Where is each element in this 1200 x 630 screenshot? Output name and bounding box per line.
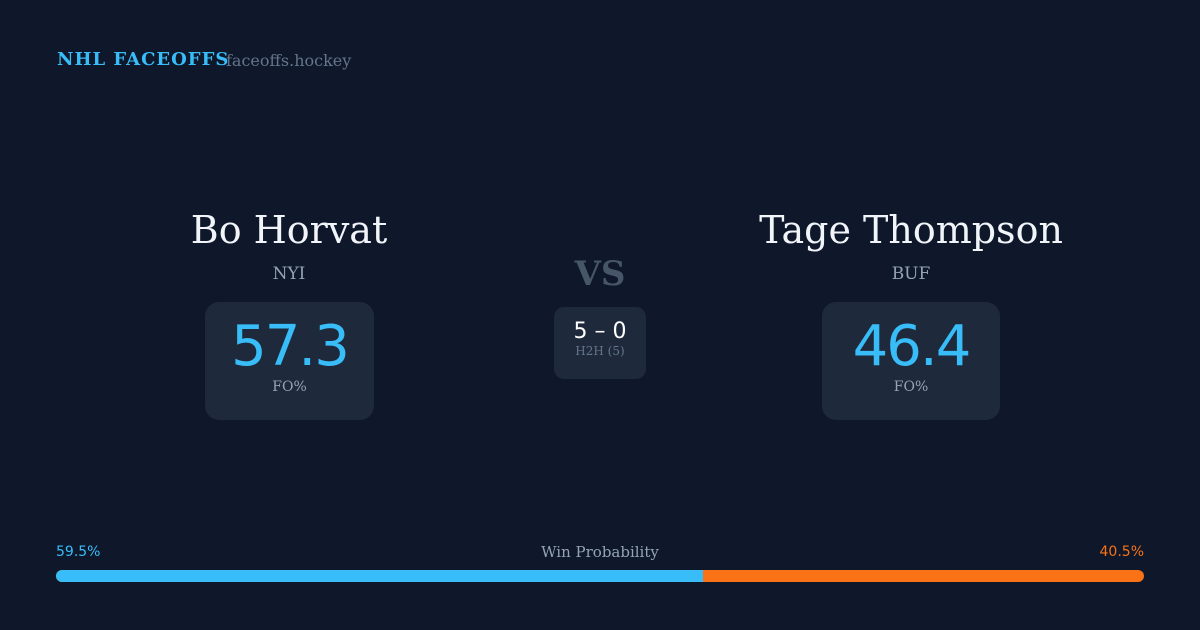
left-probability-fill	[56, 570, 704, 582]
left-player-name: Bo Horvat	[190, 208, 388, 252]
right-win-pct: 40.5%	[1099, 544, 1144, 560]
right-fo-value: 46.4	[852, 314, 972, 379]
left-team: NYI	[272, 264, 306, 284]
right-fo-label: FO%	[893, 379, 929, 395]
left-win-pct: 59.5%	[56, 544, 101, 560]
brand-title: NHL FACEOFFS	[57, 49, 230, 70]
win-probability-label: Win Probability	[541, 543, 659, 561]
right-team: BUF	[891, 264, 931, 284]
right-player-name: Tage Thompson	[759, 208, 1063, 252]
right-stat-card: 46.4 FO%	[822, 302, 1000, 420]
site-url: faceoffs.hockey	[226, 51, 352, 70]
h2h-score: 5 – 0	[573, 319, 627, 344]
h2h-card: 5 – 0 H2H (5)	[554, 307, 646, 379]
h2h-label: H2H (5)	[575, 344, 625, 358]
left-fo-label: FO%	[272, 379, 307, 395]
win-probability-bar	[56, 570, 1144, 582]
left-fo-value: 57.3	[231, 314, 350, 379]
vs-label: VS	[574, 254, 626, 294]
left-stat-card: 57.3 FO%	[205, 302, 374, 420]
